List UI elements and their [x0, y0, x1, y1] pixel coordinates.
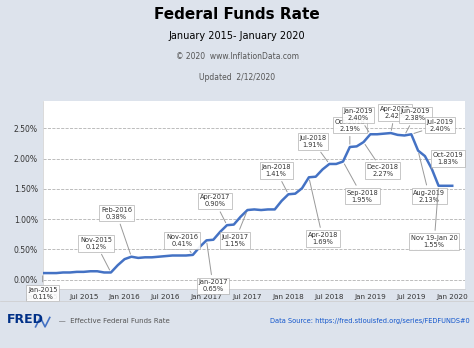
Text: Jan-2017
0.65%: Jan-2017 0.65%	[198, 243, 228, 292]
Text: Federal Funds Rate: Federal Funds Rate	[154, 7, 320, 22]
Text: Updated  2/12/2020: Updated 2/12/2020	[199, 73, 275, 82]
Text: Aug-2019
2.13%: Aug-2019 2.13%	[413, 153, 445, 203]
Text: Dec-2018
2.27%: Dec-2018 2.27%	[365, 144, 399, 177]
Text: Nov-2015
0.12%: Nov-2015 0.12%	[80, 237, 112, 270]
Text: © 2020  www.InflationData.com: © 2020 www.InflationData.com	[175, 52, 299, 61]
Text: Jan-2015
0.11%: Jan-2015 0.11%	[28, 276, 57, 300]
Text: Apr-2019
2.42%: Apr-2019 2.42%	[380, 106, 410, 130]
Text: FRED: FRED	[7, 313, 44, 326]
Text: Apr-2017
0.90%: Apr-2017 0.90%	[200, 195, 230, 223]
Text: Jul-2017
1.15%: Jul-2017 1.15%	[222, 213, 249, 247]
Text: Sep-2018
1.95%: Sep-2018 1.95%	[345, 164, 378, 203]
Text: Nov-2016
0.41%: Nov-2016 0.41%	[166, 234, 198, 253]
Text: Jul-2019
2.40%: Jul-2019 2.40%	[414, 119, 454, 133]
Text: January 2015- January 2020: January 2015- January 2020	[169, 31, 305, 41]
Text: —  Effective Federal Funds Rate: — Effective Federal Funds Rate	[52, 318, 170, 324]
Text: Jul-2018
1.91%: Jul-2018 1.91%	[300, 135, 328, 162]
Text: Jan-2019
2.40%: Jan-2019 2.40%	[343, 108, 373, 132]
Text: Oct-2018
2.19%: Oct-2018 2.19%	[335, 119, 365, 144]
Text: Nov 19-Jan 20
1.55%: Nov 19-Jan 20 1.55%	[411, 189, 458, 248]
Text: Feb-2016
0.38%: Feb-2016 0.38%	[101, 207, 132, 254]
Text: Jan-2018
1.41%: Jan-2018 1.41%	[261, 164, 291, 192]
Text: Data Source: https://fred.stlouisfed.org/series/FEDFUNDS#0: Data Source: https://fred.stlouisfed.org…	[270, 318, 469, 324]
Text: Apr-2018
1.69%: Apr-2018 1.69%	[308, 180, 338, 245]
Text: Oct-2019
1.83%: Oct-2019 1.83%	[432, 152, 464, 169]
Text: Jun-2019
2.38%: Jun-2019 2.38%	[401, 108, 430, 133]
